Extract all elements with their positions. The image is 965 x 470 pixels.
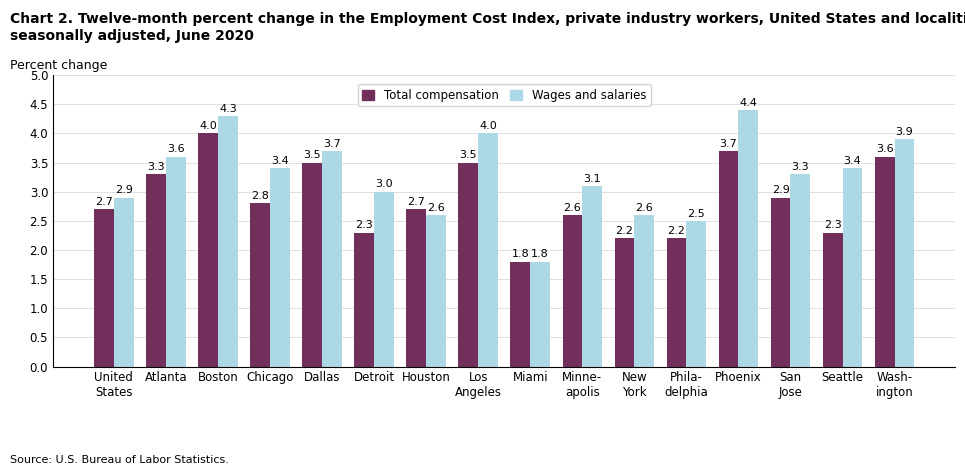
Text: 4.3: 4.3 <box>219 104 236 114</box>
Text: 2.6: 2.6 <box>564 203 581 213</box>
Text: 2.9: 2.9 <box>772 185 789 195</box>
Bar <box>771 197 790 367</box>
Legend: Total compensation, Wages and salaries: Total compensation, Wages and salaries <box>358 84 650 107</box>
Bar <box>250 204 270 367</box>
Text: 3.6: 3.6 <box>876 144 894 155</box>
Text: Chart 2. Twelve-month percent change in the Employment Cost Index, private indus: Chart 2. Twelve-month percent change in … <box>10 12 965 26</box>
Text: seasonally adjusted, June 2020: seasonally adjusted, June 2020 <box>10 29 254 43</box>
Bar <box>406 209 427 367</box>
Text: 4.0: 4.0 <box>199 121 217 131</box>
Bar <box>270 168 290 367</box>
Text: 3.4: 3.4 <box>843 156 862 166</box>
Text: 2.3: 2.3 <box>824 220 841 230</box>
Bar <box>790 174 811 367</box>
Text: Percent change: Percent change <box>10 59 107 72</box>
Bar <box>719 151 738 367</box>
Text: 4.0: 4.0 <box>480 121 497 131</box>
Bar <box>427 215 446 367</box>
Bar <box>686 221 706 367</box>
Text: 3.7: 3.7 <box>720 139 737 149</box>
Bar <box>374 192 394 367</box>
Bar <box>146 174 166 367</box>
Text: 2.3: 2.3 <box>355 220 373 230</box>
Text: 2.9: 2.9 <box>115 185 133 195</box>
Text: 4.4: 4.4 <box>739 98 758 108</box>
Text: 2.5: 2.5 <box>687 209 705 219</box>
Text: 1.8: 1.8 <box>532 250 549 259</box>
Bar <box>479 133 498 367</box>
Text: 2.7: 2.7 <box>95 197 113 207</box>
Text: 3.3: 3.3 <box>148 162 165 172</box>
Text: 2.7: 2.7 <box>407 197 426 207</box>
Text: 3.4: 3.4 <box>271 156 289 166</box>
Text: 3.6: 3.6 <box>167 144 184 155</box>
Bar <box>875 157 895 367</box>
Bar <box>895 139 915 367</box>
Bar <box>218 116 237 367</box>
Bar <box>634 215 654 367</box>
Bar <box>842 168 863 367</box>
Text: 3.5: 3.5 <box>303 150 321 160</box>
Bar <box>530 262 550 367</box>
Bar <box>667 238 686 367</box>
Text: Source: U.S. Bureau of Labor Statistics.: Source: U.S. Bureau of Labor Statistics. <box>10 455 229 465</box>
Bar <box>458 163 479 367</box>
Text: 2.2: 2.2 <box>616 226 633 236</box>
Text: 3.3: 3.3 <box>791 162 810 172</box>
Bar <box>582 186 602 367</box>
Bar <box>510 262 530 367</box>
Bar <box>738 110 758 367</box>
Bar <box>95 209 114 367</box>
Text: 1.8: 1.8 <box>511 250 529 259</box>
Text: 2.8: 2.8 <box>251 191 269 201</box>
Bar <box>563 215 582 367</box>
Bar <box>114 197 133 367</box>
Bar <box>354 233 374 367</box>
Text: 2.6: 2.6 <box>427 203 445 213</box>
Bar <box>302 163 322 367</box>
Bar <box>322 151 342 367</box>
Text: 3.9: 3.9 <box>896 127 913 137</box>
Text: 3.7: 3.7 <box>323 139 341 149</box>
Text: 3.1: 3.1 <box>584 173 601 184</box>
Text: 3.0: 3.0 <box>375 180 393 189</box>
Bar <box>615 238 634 367</box>
Bar <box>198 133 218 367</box>
Bar <box>823 233 842 367</box>
Text: 2.2: 2.2 <box>668 226 685 236</box>
Text: 3.5: 3.5 <box>459 150 477 160</box>
Text: 2.6: 2.6 <box>635 203 653 213</box>
Bar <box>166 157 185 367</box>
